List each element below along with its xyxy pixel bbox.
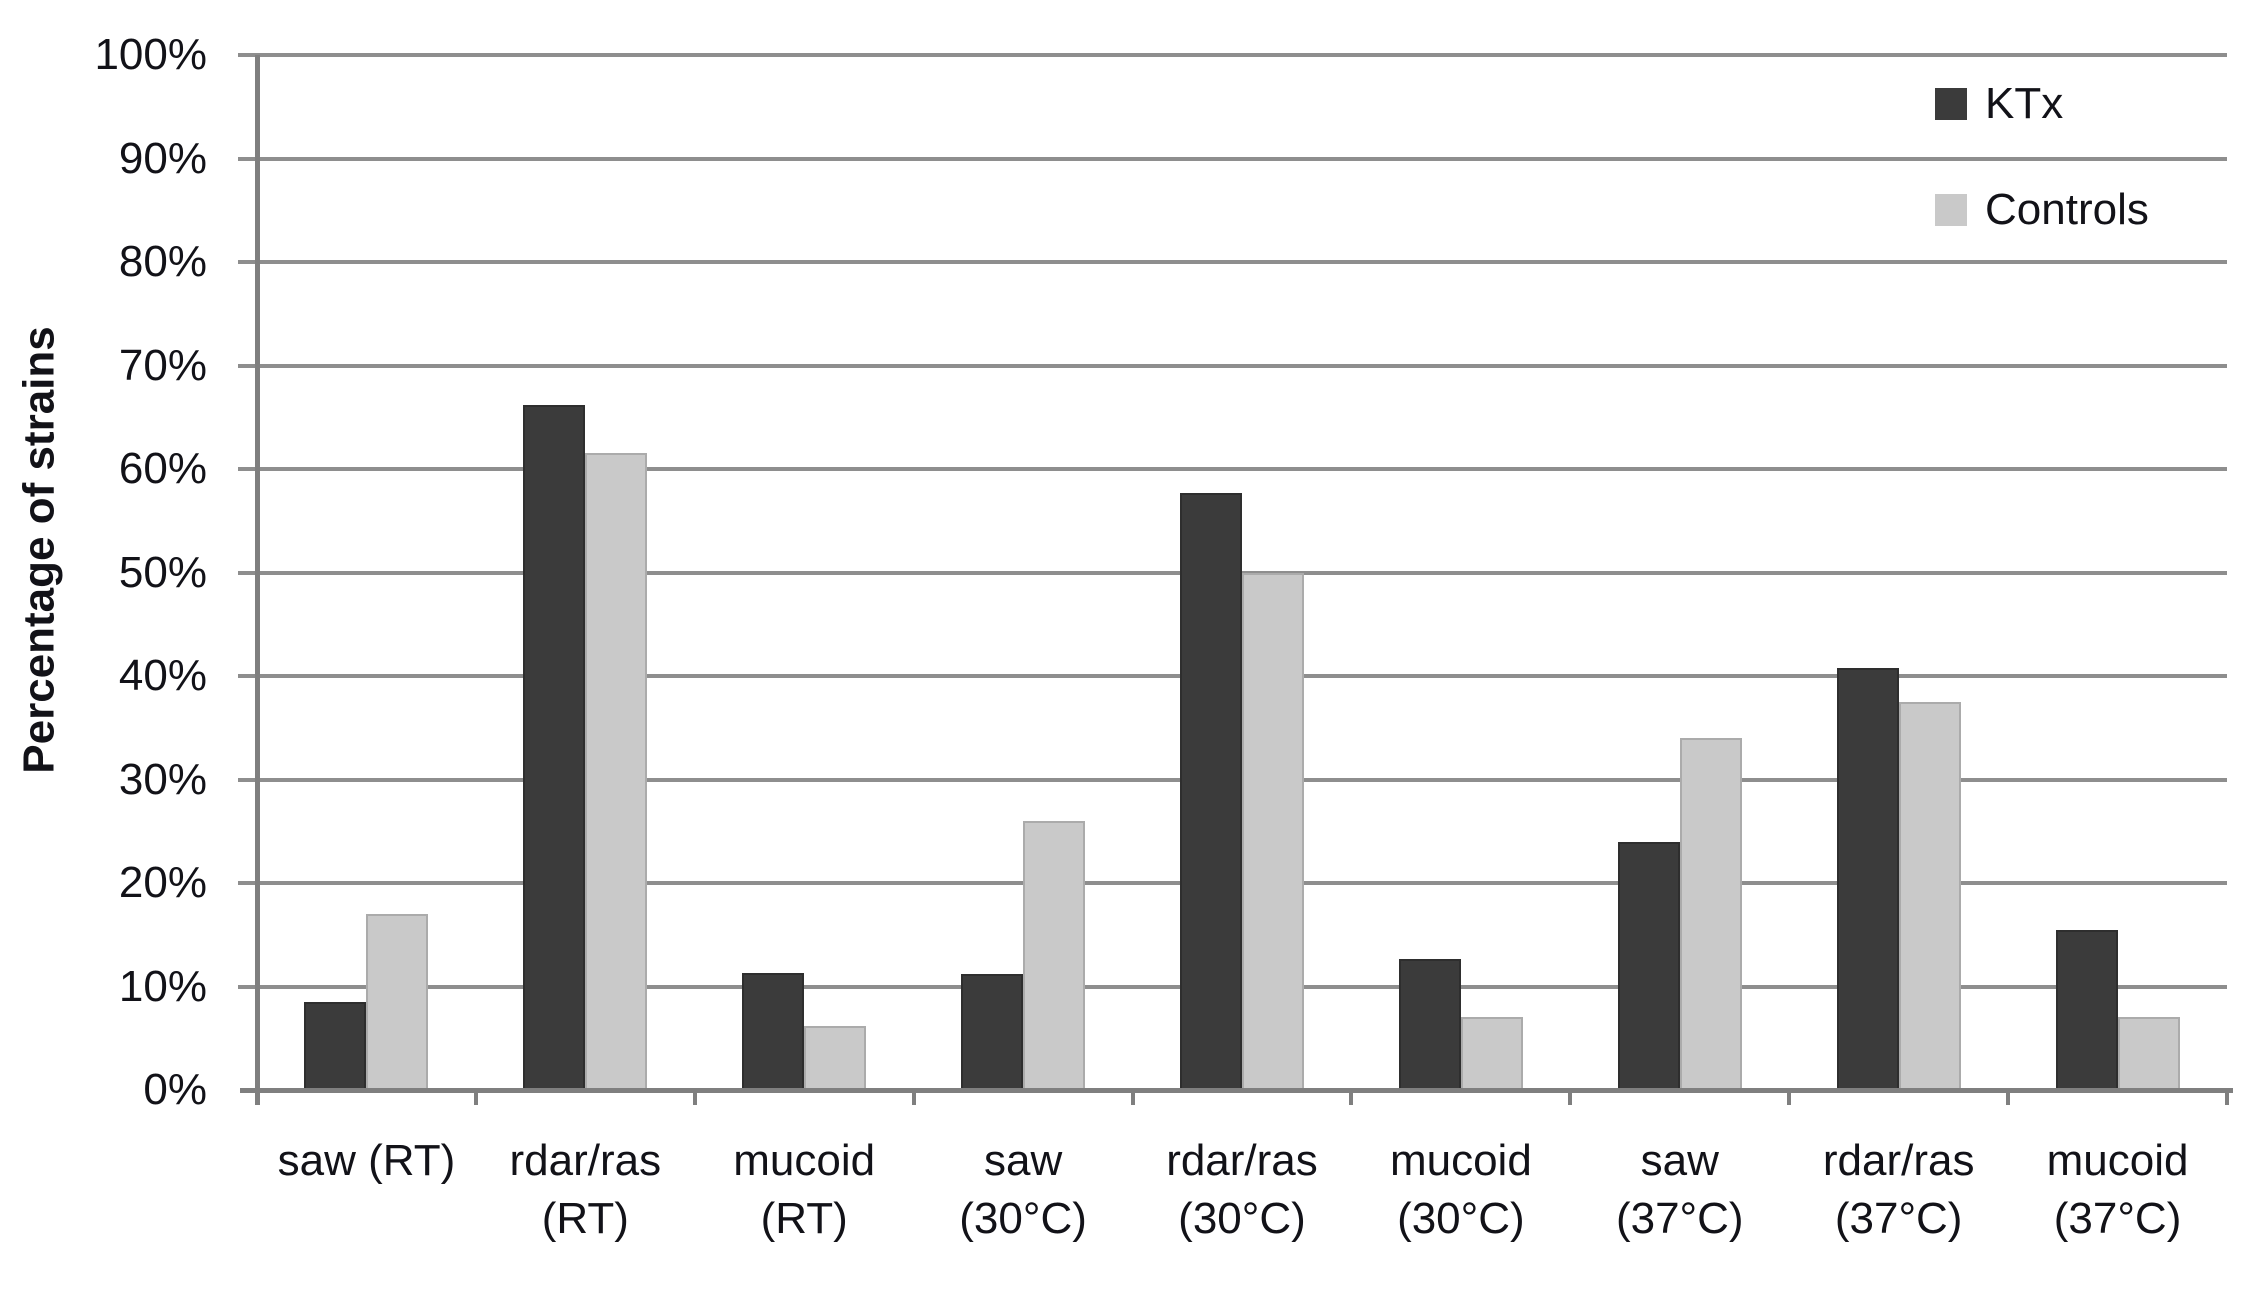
bar-controls-8: [2117, 1016, 2180, 1090]
y-axis-tick-label: 0%: [143, 1065, 207, 1114]
bar-controls-7: [1898, 701, 1961, 1090]
x-axis-category-label: rdar/ras (RT): [509, 1136, 662, 1243]
x-axis-tick: [2225, 1090, 2229, 1105]
x-axis-tick: [1787, 1090, 1792, 1105]
y-axis-tick: [238, 881, 257, 885]
bar-ktx-8: [2055, 929, 2118, 1090]
bar-ktx-5: [1398, 958, 1461, 1090]
legend-item-ktx: KTx: [1935, 82, 2149, 126]
x-axis-category-label: mucoid (30°C): [1389, 1136, 1532, 1243]
bar-controls-5: [1460, 1016, 1523, 1090]
legend: KTx Controls: [1935, 82, 2149, 232]
x-axis-category-label: rdar/ras (30°C): [1166, 1136, 1318, 1243]
y-axis-line: [255, 55, 260, 1105]
y-axis-tick-label: 20%: [118, 858, 207, 907]
y-axis-tick-label: 60%: [118, 444, 207, 493]
y-axis-tick-label: 80%: [118, 237, 207, 286]
legend-label-ktx: KTx: [1985, 79, 2064, 128]
legend-label-controls: Controls: [1985, 185, 2149, 234]
bar-ktx-2: [742, 973, 805, 1090]
y-axis-tick: [238, 570, 257, 575]
gridline: [257, 467, 2227, 471]
gridline: [257, 156, 2227, 161]
y-axis-tick-label: 100%: [94, 30, 207, 79]
y-axis-tick: [238, 53, 257, 57]
y-axis-tick-label: 90%: [118, 133, 207, 183]
x-axis-tick: [1130, 1090, 1135, 1105]
bar-controls-4: [1242, 572, 1304, 1090]
y-axis-tick-label: 30%: [118, 754, 207, 804]
x-axis-tick: [2006, 1090, 2011, 1105]
y-axis-tick-label: 40%: [118, 651, 207, 700]
bar-ktx-0: [304, 1002, 367, 1090]
bar-controls-0: [366, 914, 429, 1090]
x-axis-tick: [255, 1090, 259, 1105]
bar-ktx-1: [523, 404, 586, 1090]
bar-ktx-7: [1836, 667, 1899, 1090]
y-axis-tick: [238, 674, 257, 678]
bar-controls-1: [585, 453, 648, 1090]
x-axis-tick: [1349, 1090, 1354, 1105]
gridline: [257, 260, 2227, 264]
y-axis-tick-label: 50%: [118, 547, 207, 597]
y-axis-tick: [238, 467, 257, 471]
legend-swatch-controls: [1935, 194, 1967, 226]
x-axis-category-label: saw (37°C): [1615, 1136, 1744, 1243]
plot-area: [257, 53, 2227, 1090]
y-axis-tick-label: 70%: [118, 340, 207, 390]
y-axis-tick: [238, 156, 257, 161]
bar-ktx-6: [1617, 841, 1680, 1090]
y-axis-tick-label: 10%: [118, 961, 207, 1011]
gridline: [257, 363, 2227, 368]
y-axis-tick: [238, 260, 257, 264]
bar-ktx-3: [961, 974, 1024, 1090]
y-axis-tick: [238, 777, 257, 782]
x-axis-line: [240, 1088, 2233, 1093]
bar-ktx-4: [1180, 492, 1242, 1090]
bar-controls-3: [1023, 820, 1086, 1090]
legend-item-controls: Controls: [1935, 188, 2149, 232]
x-axis-tick: [473, 1090, 478, 1105]
x-axis-tick: [692, 1090, 697, 1105]
bar-controls-2: [804, 1025, 867, 1090]
x-axis-category-label: saw (RT): [277, 1136, 456, 1185]
x-axis-category-label: mucoid (RT): [733, 1136, 876, 1243]
x-axis-tick: [1568, 1090, 1573, 1105]
x-axis-category-label: rdar/ras (37°C): [1822, 1136, 1975, 1243]
x-axis-category-label: saw (30°C): [959, 1136, 1087, 1243]
gridline: [257, 53, 2227, 57]
y-axis-tick: [238, 984, 257, 989]
x-axis-tick: [911, 1090, 916, 1105]
legend-swatch-ktx: [1935, 88, 1967, 120]
x-axis-category-label: mucoid (37°C): [2046, 1136, 2189, 1243]
bar-controls-6: [1679, 738, 1742, 1090]
y-axis-tick: [238, 363, 257, 368]
